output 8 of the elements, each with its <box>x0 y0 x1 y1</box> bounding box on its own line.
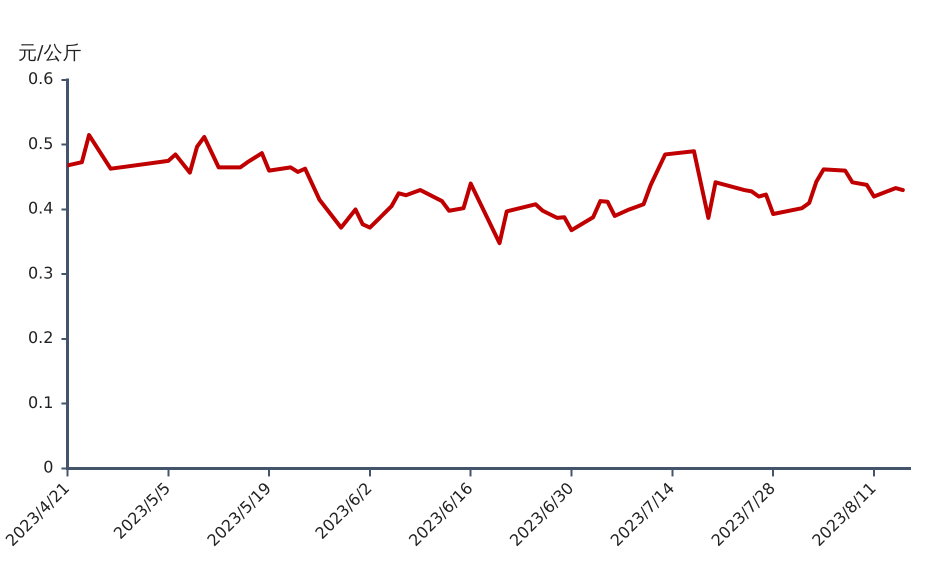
y-tick-label: 0 <box>43 458 54 477</box>
y-tick-label: 0.4 <box>28 198 54 218</box>
y-tick-label: 0.5 <box>28 134 54 153</box>
y-tick-label: 0.2 <box>28 328 54 348</box>
y-tick-label: 0.3 <box>28 263 54 282</box>
y-tick-label: 0.6 <box>28 69 54 88</box>
y-tick-label: 0.1 <box>28 392 54 412</box>
y-axis-title: 元/公斤 <box>18 41 82 66</box>
